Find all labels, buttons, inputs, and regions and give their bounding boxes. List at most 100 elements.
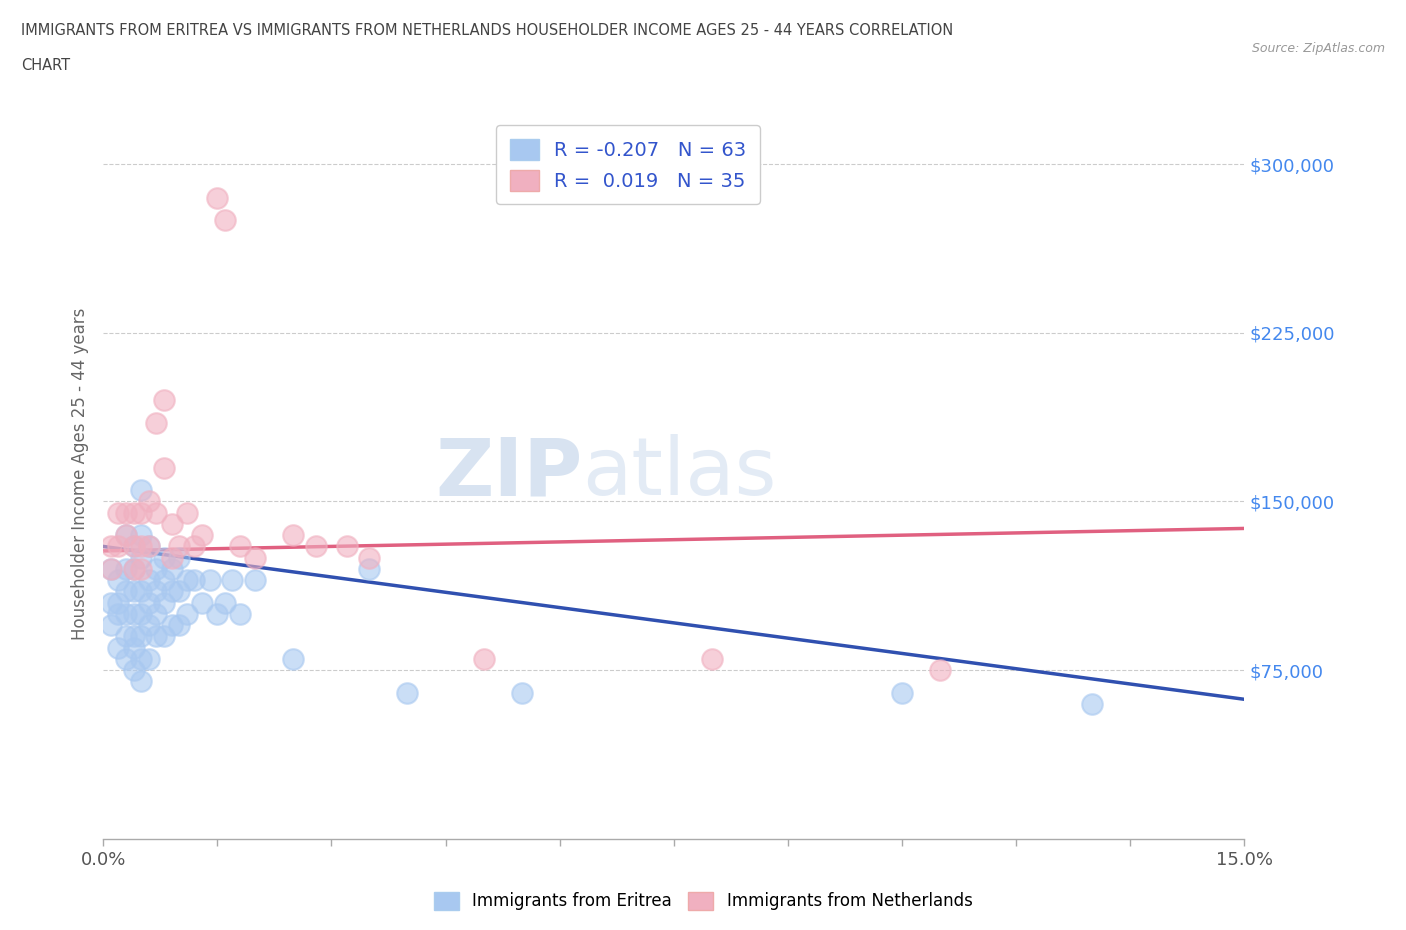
Point — [138, 651, 160, 666]
Legend: R = -0.207   N = 63, R =  0.019   N = 35: R = -0.207 N = 63, R = 0.019 N = 35 — [496, 125, 761, 205]
Text: ZIP: ZIP — [436, 434, 582, 512]
Point — [191, 595, 214, 610]
Point — [167, 551, 190, 565]
Point — [122, 606, 145, 621]
Text: Source: ZipAtlas.com: Source: ZipAtlas.com — [1251, 42, 1385, 55]
Point — [115, 505, 138, 520]
Point — [396, 685, 419, 700]
Point — [214, 213, 236, 228]
Point — [100, 539, 122, 554]
Point — [138, 595, 160, 610]
Point — [160, 618, 183, 632]
Point — [122, 505, 145, 520]
Point — [138, 494, 160, 509]
Point — [153, 551, 176, 565]
Point — [153, 629, 176, 644]
Point — [115, 629, 138, 644]
Point — [167, 539, 190, 554]
Point — [153, 595, 176, 610]
Point — [207, 191, 229, 206]
Point — [245, 573, 267, 588]
Point — [129, 562, 152, 577]
Point — [129, 606, 152, 621]
Point — [107, 606, 129, 621]
Point — [221, 573, 243, 588]
Point — [305, 539, 328, 554]
Point — [129, 539, 152, 554]
Legend: Immigrants from Eritrea, Immigrants from Netherlands: Immigrants from Eritrea, Immigrants from… — [427, 885, 979, 917]
Point — [891, 685, 914, 700]
Point — [107, 573, 129, 588]
Point — [183, 539, 205, 554]
Point — [145, 505, 167, 520]
Point — [229, 606, 252, 621]
Point — [138, 573, 160, 588]
Point — [100, 618, 122, 632]
Point — [167, 618, 190, 632]
Point — [153, 392, 176, 407]
Point — [359, 562, 381, 577]
Point — [107, 539, 129, 554]
Point — [336, 539, 359, 554]
Point — [122, 539, 145, 554]
Point — [145, 606, 167, 621]
Text: atlas: atlas — [582, 434, 778, 512]
Point — [153, 460, 176, 475]
Point — [160, 584, 183, 599]
Point — [207, 606, 229, 621]
Point — [122, 640, 145, 655]
Point — [245, 551, 267, 565]
Point — [214, 595, 236, 610]
Point — [100, 595, 122, 610]
Point — [138, 539, 160, 554]
Point — [160, 516, 183, 531]
Point — [359, 551, 381, 565]
Point — [115, 606, 138, 621]
Point — [145, 584, 167, 599]
Point — [122, 562, 145, 577]
Point — [138, 618, 160, 632]
Point — [100, 562, 122, 577]
Point — [153, 573, 176, 588]
Point — [129, 483, 152, 498]
Point — [929, 663, 952, 678]
Point — [107, 595, 129, 610]
Point — [167, 584, 190, 599]
Point — [700, 651, 723, 666]
Point — [122, 562, 145, 577]
Point — [145, 416, 167, 431]
Point — [176, 606, 198, 621]
Point — [115, 562, 138, 577]
Point — [129, 505, 152, 520]
Point — [176, 505, 198, 520]
Point — [510, 685, 533, 700]
Point — [122, 539, 145, 554]
Point — [472, 651, 495, 666]
Text: IMMIGRANTS FROM ERITREA VS IMMIGRANTS FROM NETHERLANDS HOUSEHOLDER INCOME AGES 2: IMMIGRANTS FROM ERITREA VS IMMIGRANTS FR… — [21, 23, 953, 38]
Point — [115, 651, 138, 666]
Point — [107, 505, 129, 520]
Point — [122, 629, 145, 644]
Point — [129, 674, 152, 689]
Point — [198, 573, 221, 588]
Point — [138, 539, 160, 554]
Point — [107, 640, 129, 655]
Point — [160, 551, 183, 565]
Point — [115, 527, 138, 542]
Point — [115, 584, 138, 599]
Point — [100, 562, 122, 577]
Point — [283, 527, 305, 542]
Point — [145, 629, 167, 644]
Point — [145, 562, 167, 577]
Point — [129, 527, 152, 542]
Point — [129, 584, 152, 599]
Point — [129, 629, 152, 644]
Point — [183, 573, 205, 588]
Point — [283, 651, 305, 666]
Point — [229, 539, 252, 554]
Point — [129, 651, 152, 666]
Point — [115, 527, 138, 542]
Text: CHART: CHART — [21, 58, 70, 73]
Point — [122, 584, 145, 599]
Point — [160, 562, 183, 577]
